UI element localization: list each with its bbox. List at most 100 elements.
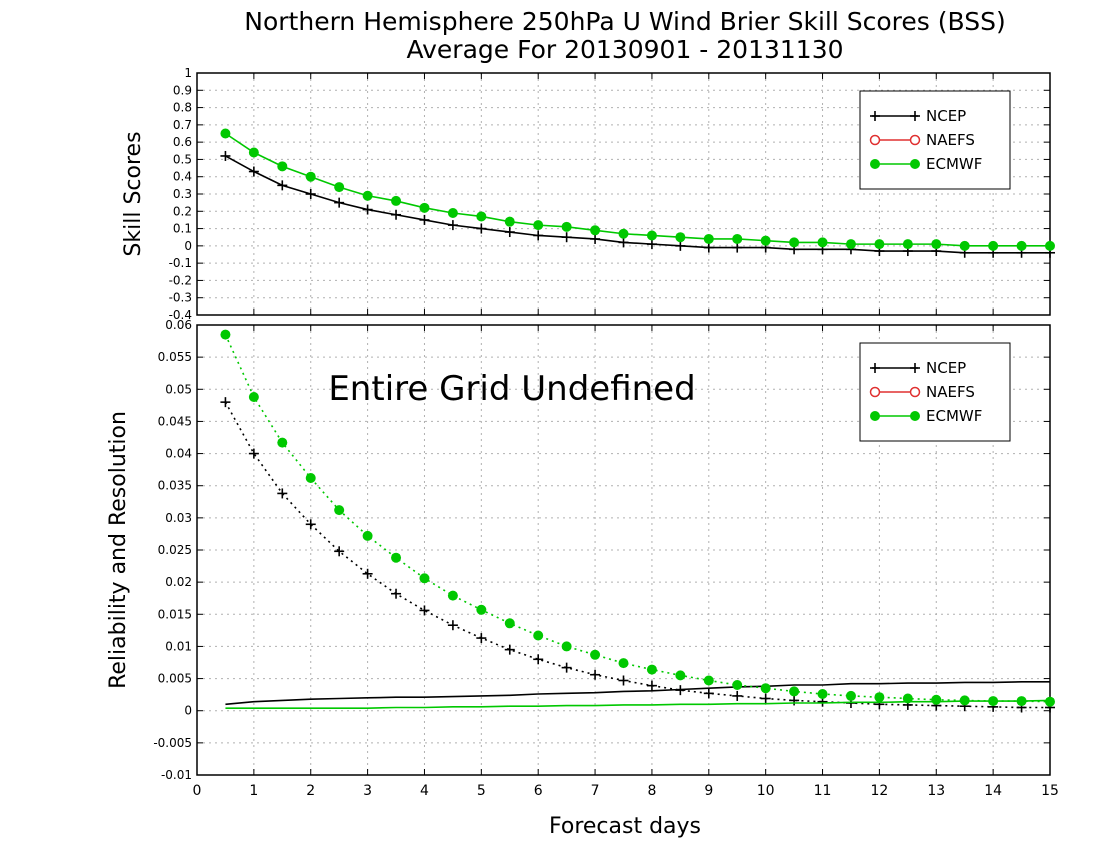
bottom-point-ecmwf [703,675,714,686]
top-legend-marker-ecmwf [870,159,880,169]
top-point-ecmwf [902,239,913,250]
bottom-x-tick-label: 10 [757,783,775,799]
bottom-x-tick-label: 13 [927,783,945,799]
bottom-y-tick-label: 0.03 [165,511,192,525]
bottom-series-ncep-solid [225,680,1050,706]
top-point-ncep [675,240,686,251]
top-point-ecmwf [789,237,800,248]
bottom-y-tick-label: 0.01 [165,639,192,653]
top-legend-marker-ncep [910,111,920,121]
bottom-y-tick-label: 0.05 [165,382,192,396]
top-legend-label-ecmwf: ECMWF [926,155,982,173]
top-legend-marker-naefs [869,134,881,146]
bottom-y-tick-label: 0.025 [158,543,192,557]
top-point-ecmwf [618,228,629,239]
bottom-y-tick-label: 0.045 [158,414,192,428]
bottom-y-tick-label: 0.035 [158,479,192,493]
top-y-tick-label: 0.8 [173,101,192,115]
top-point-ecmwf [874,239,885,250]
top-y-tick-label: 0.5 [173,152,192,166]
top-point-ncep [334,197,345,208]
top-point-ecmwf [646,230,657,241]
bottom-line-ncep [225,680,1050,706]
top-series-ecmwf-solid [220,128,1055,251]
bottom-point-ecmwf [561,641,572,652]
bottom-point-ecmwf [874,692,885,703]
bottom-point-ncep [646,680,657,691]
bottom-point-ncep [334,546,345,557]
top-point-ecmwf [931,239,942,250]
bottom-point-ecmwf [1045,696,1055,707]
bottom-point-ncep [732,690,743,701]
bottom-x-tick-label: 6 [534,783,543,799]
bottom-x-tick-label: 1 [249,783,258,799]
top-y-tick-label: 0.9 [173,83,192,97]
top-point-ncep [732,242,743,253]
bottom-point-ecmwf [305,473,316,483]
top-point-ncep [504,227,515,238]
top-point-ncep [248,166,259,177]
top-point-ncep [220,150,231,161]
bottom-y-tick-label: 0.06 [165,318,192,332]
top-y-tick-label: 0.6 [173,135,192,149]
bottom-point-ncep [760,693,771,704]
bottom-point-ncep [618,675,629,686]
bottom-point-ecmwf [334,505,345,516]
bottom-point-ecmwf [675,670,686,681]
top-point-ecmwf [988,240,999,251]
bottom-legend-label-ecmwf: ECMWF [926,407,982,425]
bottom-legend-marker-ncep [910,363,920,373]
bottom-legend-marker-naefs [869,386,881,398]
top-legend: NCEP NAEFS ECMWF [859,90,1011,190]
top-y-tick-label: -0.1 [169,256,192,270]
bottom-point-ecmwf [277,437,288,448]
top-point-ncep [305,189,316,199]
top-y-tick-label: 0.2 [173,204,192,218]
top-point-ncep [618,237,629,248]
top-y-tick-label: 0 [184,239,192,253]
bottom-legend-label-ncep: NCEP [926,359,966,377]
top-point-ecmwf [533,220,544,231]
top-point-ecmwf [248,147,259,158]
bottom-point-ncep [675,685,686,696]
bottom-point-ecmwf [760,683,771,694]
bottom-point-ncep [476,633,487,644]
bottom-y-tick-label: -0.005 [153,736,192,750]
bottom-legend-marker-ecmwf [870,411,880,421]
bottom-point-ecmwf [533,630,544,641]
bottom-panel: -0.01 -0.005 0 0.005 0.01 0.015 0.02 0.025 0.03 0… [106,318,1059,839]
top-point-ecmwf [220,128,231,139]
top-point-ncep [646,239,657,250]
top-y-tick-label: 0.7 [173,118,192,132]
bottom-y-tick-label: 0.02 [165,575,192,589]
bottom-point-ncep [561,662,572,673]
bottom-series-ecmwf-solid [225,699,1051,709]
bottom-point-ecmwf [732,680,743,690]
bottom-x-tick-label: 2 [306,783,315,799]
bottom-point-ecmwf [476,604,487,615]
top-y-tick-label: -0.4 [169,308,192,322]
top-legend-label-ncep: NCEP [926,107,966,125]
bottom-x-tick-label: 12 [870,783,888,799]
bottom-point-ncep [504,644,515,655]
bottom-point-ecmwf [419,573,430,584]
bottom-legend-marker-naefs [909,386,921,398]
top-point-ncep [703,242,714,253]
top-y-axis-label: Skill Scores [121,131,146,256]
top-point-ecmwf [305,171,316,182]
top-point-ecmwf [959,240,970,251]
bottom-point-ecmwf [618,658,629,669]
bottom-point-ecmwf [220,329,231,340]
bottom-point-ncep [220,397,231,408]
top-point-ecmwf [447,208,458,219]
top-point-ecmwf [277,161,288,172]
top-y-tick-label: 0.1 [173,222,192,236]
top-point-ecmwf [476,211,487,222]
top-point-ecmwf [419,202,430,213]
bottom-point-ecmwf [447,590,458,601]
bottom-y-tick-label: 0.04 [165,447,192,461]
bottom-x-tick-label: 5 [477,783,486,799]
bottom-point-ncep [419,605,430,616]
bottom-y-tick-label: -0.01 [161,768,192,782]
